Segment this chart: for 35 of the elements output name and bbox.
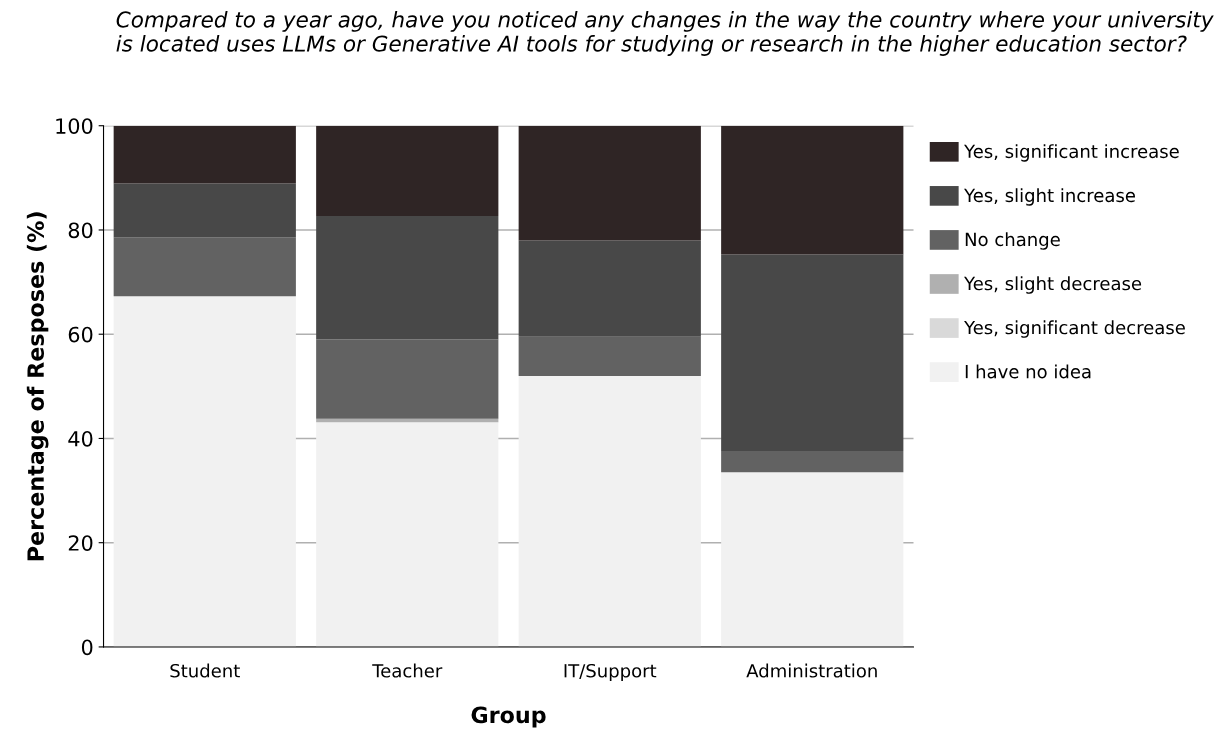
bar [721,125,904,255]
y-tick-label: 20 [68,535,93,551]
bar [721,254,904,451]
x-tick-label: IT/Support [564,663,657,682]
bar [316,215,499,340]
bar [518,375,701,647]
legend-label: Yes, significant decrease [964,320,1185,338]
bar [113,125,296,184]
legend-label: I have no idea [965,364,1091,379]
bar [721,450,904,473]
y-tick-label: 100 [56,118,93,134]
y-tick-label: 40 [68,430,93,447]
bar [518,336,701,376]
bar [721,472,904,647]
bar [316,422,499,647]
y-tick-label: 60 [68,326,93,343]
y-axis-title: Percentage of Resposes (%) [26,212,49,561]
x-axis-title: Group [471,706,546,728]
bar [113,183,296,238]
bar [518,240,701,337]
chart-title: Compared to a year ago, have you noticed any changes in the way the country where your university is located uses LLMs or Generative AI tools for studying or research in the higher education sector? [116,10,1214,56]
legend-label: Yes, significant increase [964,144,1179,162]
x-tick-label: Student [170,663,240,678]
y-tick-label: 80 [68,222,93,239]
bar [316,339,499,419]
bar [316,125,499,216]
bar [113,296,296,647]
legend-label: Yes, slight decrease [964,276,1142,294]
legend-label: Yes, slight increase [964,188,1135,206]
x-tick-label: Administration [746,663,877,678]
y-tick-label: 0 [81,639,93,656]
bar [113,237,296,297]
legend-label: No change [965,232,1060,250]
bar [518,125,701,241]
x-tick-label: Teacher [372,663,443,678]
